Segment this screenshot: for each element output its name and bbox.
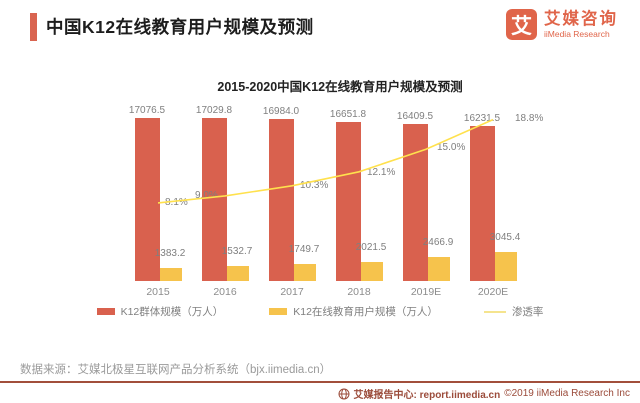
legend-item-k12-population: K12群体规模（万人）: [96, 304, 224, 319]
legend-swatch-line: [483, 310, 506, 313]
chart-legend: K12群体规模（万人） K12在线教育用户规模（万人） 渗透率: [0, 304, 640, 319]
title-accent-bar: [30, 13, 37, 41]
line-value-label: 8.1%: [165, 196, 188, 208]
bar-value-label: 16409.5: [396, 111, 434, 123]
bar-value-label: 16651.8: [329, 108, 367, 120]
bar-k12-population: [469, 125, 495, 281]
bar-k12-population: [268, 118, 294, 281]
logo-name-en: iiMedia Research: [544, 29, 610, 39]
bar-online-users: [293, 264, 316, 281]
penetration-rate-line: [157, 118, 494, 204]
line-value-label: 10.3%: [300, 179, 329, 191]
bar-online-users: [360, 261, 383, 281]
globe-icon: [338, 388, 350, 399]
legend-item-online-users: K12在线教育用户规模（万人）: [269, 304, 438, 319]
bar-value-label: 17029.8: [195, 105, 233, 117]
line-value-label: 12.1%: [367, 166, 396, 178]
legend-swatch-red: [96, 308, 115, 315]
bar-online-users: [494, 251, 517, 281]
legend-item-penetration: 渗透率: [483, 304, 544, 319]
iimedia-logo: 艾 艾媒咨询 iiMedia Research: [506, 9, 618, 40]
header: 中国K12在线教育用户规模及预测 艾 艾媒咨询 iiMedia Research: [0, 0, 640, 56]
bar-value-label: 16984.0: [262, 105, 300, 117]
bar-value-label: 17076.5: [128, 104, 166, 116]
bar-value-label: 2021.5: [355, 241, 387, 253]
logo-icon: 艾: [506, 9, 537, 40]
x-axis-tick-label: 2019E: [410, 286, 442, 298]
legend-label: K12在线教育用户规模（万人）: [293, 306, 438, 318]
x-axis-tick-label: 2020E: [477, 286, 509, 298]
x-axis-tick-label: 2017: [280, 286, 304, 298]
logo-name-cn: 艾媒咨询: [544, 9, 618, 28]
footer-report-center: 艾媒报告中心: report.iimedia.cn: [353, 390, 501, 401]
bar-value-label: 1383.2: [154, 247, 186, 259]
x-axis-tick-label: 2015: [146, 286, 170, 298]
footer: 艾媒报告中心: report.iimedia.cn ©2019 iiMedia …: [338, 386, 630, 401]
bar-value-label: 2466.9: [422, 237, 454, 249]
line-value-label: 9.0%: [195, 189, 218, 201]
logo-text: 艾媒咨询 iiMedia Research: [544, 9, 618, 39]
footer-copyright: ©2019 iiMedia Research Inc: [504, 388, 630, 399]
bar-k12-population: [134, 117, 160, 281]
x-axis-tick-label: 2018: [347, 286, 371, 298]
legend-label: K12群体规模（万人）: [120, 306, 224, 318]
data-source-note: 数据来源：艾媒北极星互联网产品分析系统（bjx.iimedia.cn）: [20, 364, 332, 376]
footer-divider: [0, 381, 640, 383]
bar-value-label: 16231.5: [463, 112, 501, 124]
bar-k12-population: [335, 121, 361, 281]
bar-value-label: 1532.7: [221, 246, 253, 258]
legend-swatch-yellow: [269, 308, 288, 315]
legend-label: 渗透率: [511, 306, 544, 318]
page-title: 中国K12在线教育用户规模及预测: [46, 17, 314, 37]
bar-k12-population: [402, 124, 428, 281]
bar-online-users: [427, 257, 450, 281]
bar-online-users: [159, 267, 182, 281]
chart-plot: 17076.5 1383.2 2015 8.1% 17029.8 1532.7 2016 9.…: [0, 95, 640, 307]
x-axis-tick-label: 2016: [213, 286, 237, 298]
bar-value-label: 1749.7: [288, 244, 320, 256]
bar-value-label: 3045.4: [489, 231, 521, 243]
bar-online-users: [226, 266, 249, 281]
line-value-label: 18.8%: [515, 112, 544, 124]
line-value-label: 15.0%: [437, 142, 466, 154]
chart-title: 2015-2020中国K12在线教育用户规模及预测: [217, 80, 463, 94]
